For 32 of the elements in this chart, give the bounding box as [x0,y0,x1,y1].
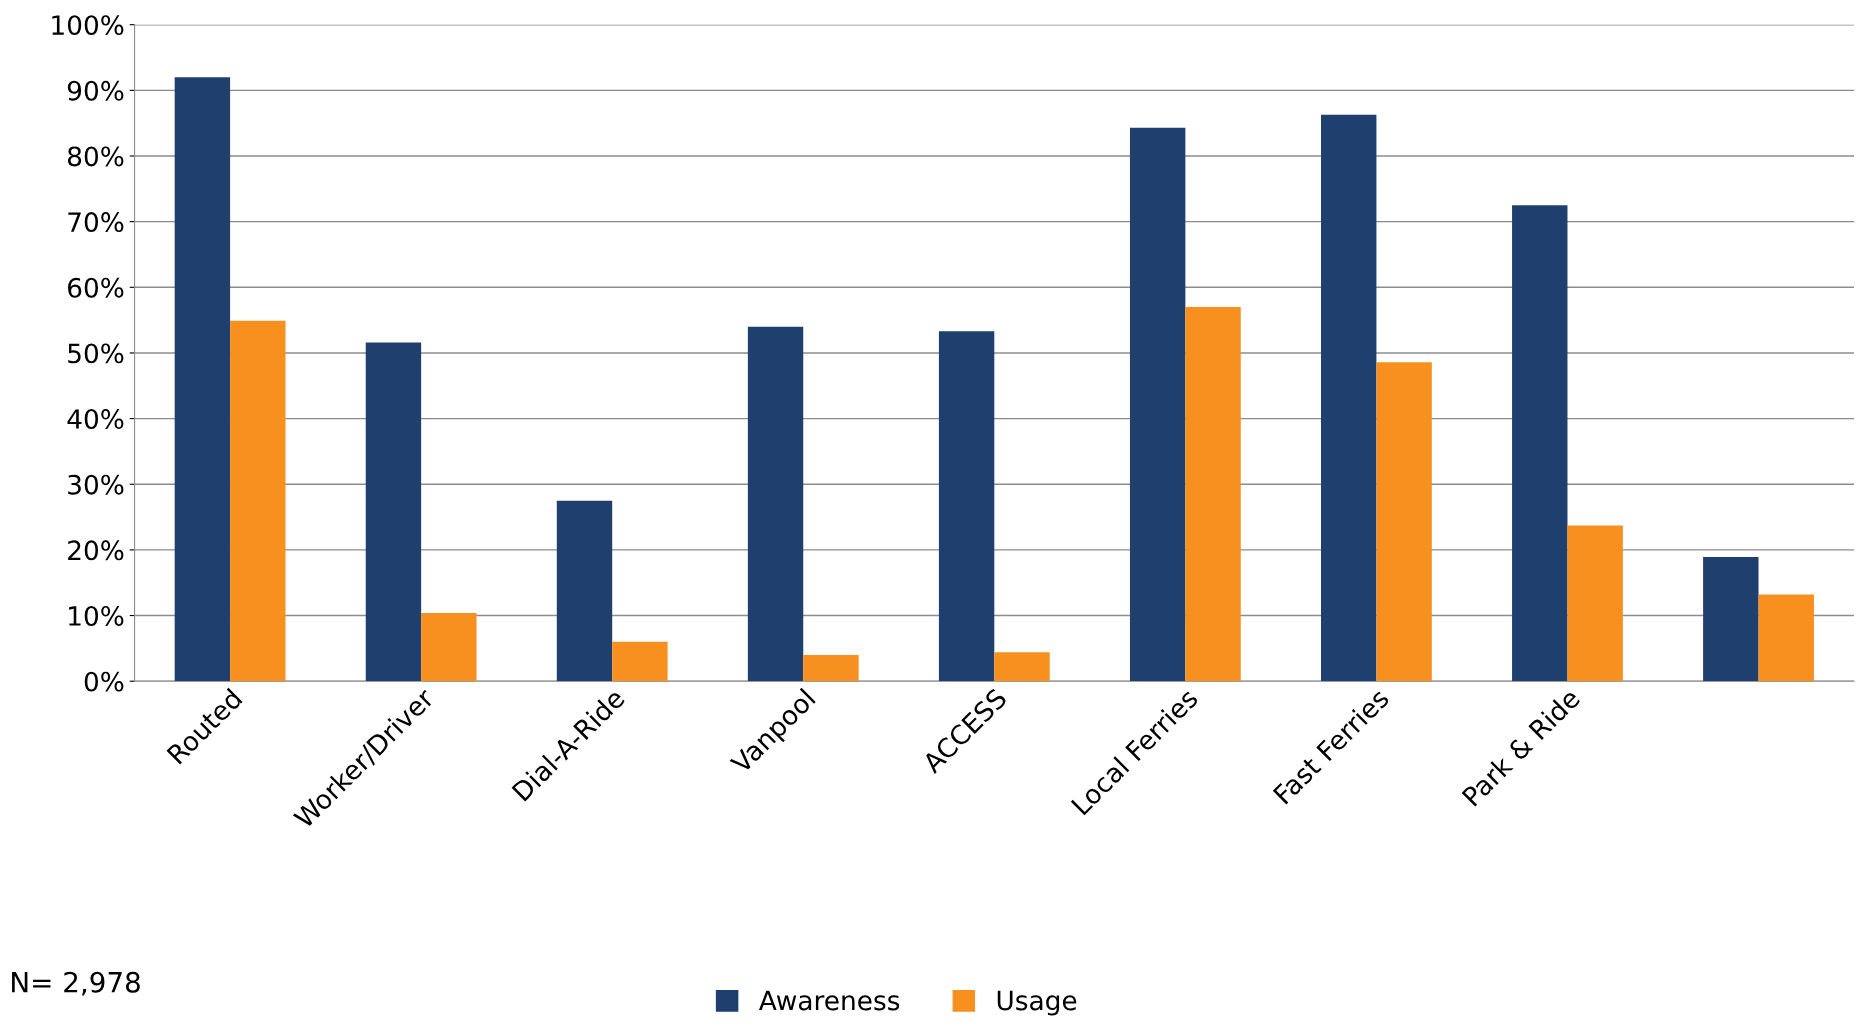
bar [1129,127,1186,682]
bar [803,654,859,682]
bar [1185,306,1241,682]
y-tick-label: 70% [68,212,124,233]
bar [1703,557,1759,682]
legend-label: Awareness [758,990,900,1011]
bar [1321,114,1377,682]
bar [612,641,668,682]
y-tick-label: 90% [67,80,124,101]
y-tick-label: 100% [52,15,124,36]
y-tick-label: 0% [84,671,124,692]
bar [421,612,477,682]
y-tick-label: 30% [68,474,124,495]
text: N= 2,978 [12,971,140,996]
y-tick-label: 20% [68,540,124,561]
bar [938,331,995,682]
bar [556,500,613,682]
y-tick-label: 50% [68,343,124,364]
bar [747,326,804,682]
bar [365,342,422,682]
legend-label: Usage [997,990,1077,1016]
y-tick-label: 80% [67,146,124,167]
bar [994,652,1050,682]
bar [174,77,231,682]
y-tick-label: 40% [67,409,124,429]
y-tick-label: 60% [68,277,124,298]
bar [1567,525,1623,682]
bar [1512,205,1568,682]
bar [1758,594,1814,682]
bar [1376,362,1432,682]
y-tick-label: 10% [69,605,124,626]
bar [230,320,286,682]
